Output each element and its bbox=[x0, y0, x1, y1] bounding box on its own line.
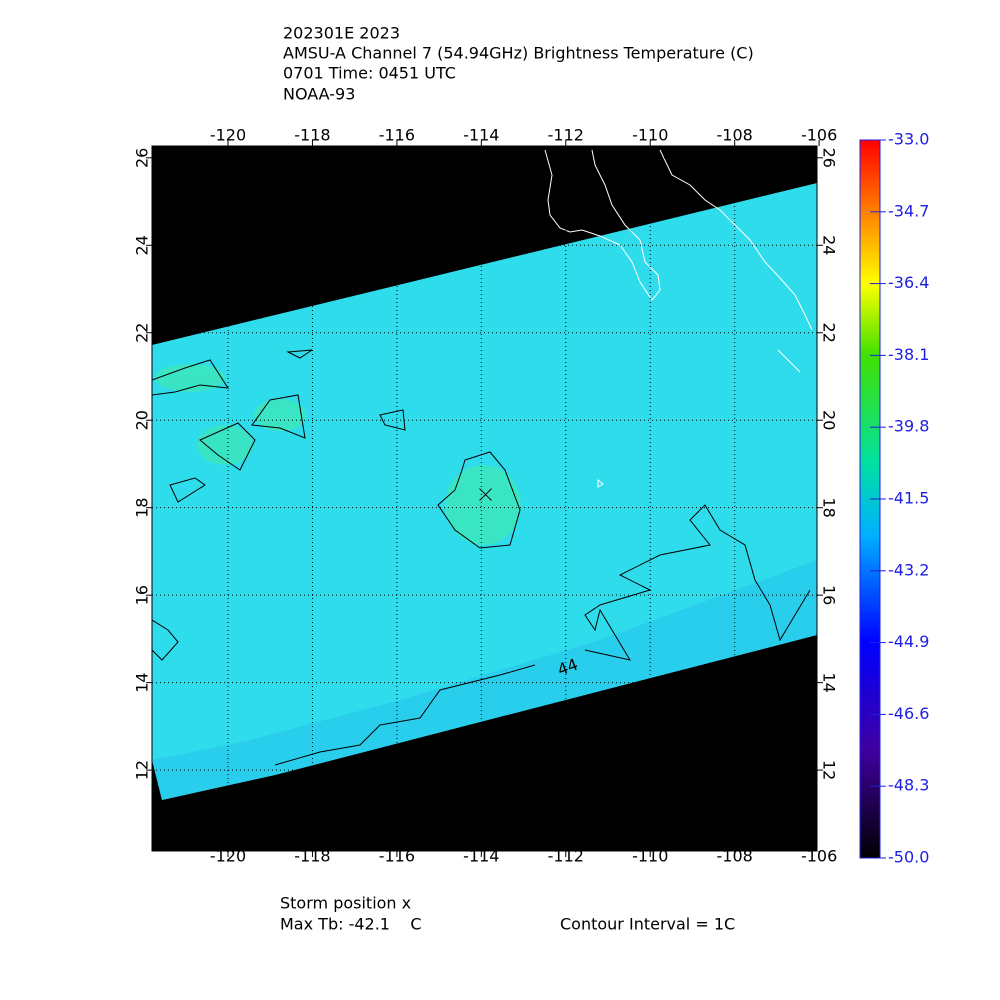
y-tick-label: 26 bbox=[820, 148, 839, 168]
x-tick-label: -118 bbox=[294, 847, 330, 866]
colorbar-label: -43.2 bbox=[888, 560, 929, 579]
header-line: AMSU-A Channel 7 (54.94GHz) Brightness T… bbox=[283, 44, 754, 63]
colorbar-label: -48.3 bbox=[888, 776, 929, 795]
x-tick-label: -120 bbox=[210, 126, 246, 145]
colorbar-label: -39.8 bbox=[888, 417, 929, 436]
x-tick-label: -106 bbox=[801, 847, 837, 866]
map-area: 44 bbox=[152, 146, 817, 851]
y-tick-label: 16 bbox=[820, 585, 839, 605]
contours bbox=[152, 349, 811, 766]
y-tick-label: 22 bbox=[133, 323, 152, 343]
x-tick-label: -118 bbox=[294, 126, 330, 145]
coastline bbox=[544, 149, 813, 488]
warm-patches bbox=[155, 364, 521, 545]
storm-marker bbox=[479, 488, 492, 501]
y-tick-label: 20 bbox=[820, 410, 839, 430]
x-tick-label: -110 bbox=[632, 126, 668, 145]
x-tick-label: -112 bbox=[548, 847, 584, 866]
header-line: 0701 Time: 0451 UTC bbox=[283, 64, 456, 83]
storm-position-note: Storm position x bbox=[280, 894, 411, 913]
colorbar-label: -38.1 bbox=[888, 345, 929, 364]
y-tick-label: 18 bbox=[820, 498, 839, 518]
x-tick-label: -106 bbox=[801, 126, 837, 145]
x-tick-label: -108 bbox=[717, 126, 753, 145]
x-tick-label: -112 bbox=[548, 126, 584, 145]
header-line: NOAA-93 bbox=[283, 85, 355, 104]
y-tick-label: 24 bbox=[820, 235, 839, 255]
colorbar-label: -50.0 bbox=[888, 848, 929, 867]
header-line: 202301E 2023 bbox=[283, 24, 400, 43]
x-tick-label: -116 bbox=[379, 847, 415, 866]
max-tb: Max Tb: -42.1 C bbox=[280, 915, 421, 934]
y-tick-label: 26 bbox=[133, 148, 152, 168]
x-tick-label: -120 bbox=[210, 847, 246, 866]
y-tick-label: 18 bbox=[133, 498, 152, 518]
y-tick-label: 16 bbox=[133, 585, 152, 605]
x-tick-label: -114 bbox=[463, 126, 499, 145]
storm-group bbox=[479, 488, 492, 501]
y-tick-label: 14 bbox=[133, 672, 152, 692]
x-tick-label: -108 bbox=[717, 847, 753, 866]
cold-region bbox=[152, 560, 817, 800]
axes: -120 -120 -118 -118 -116 -116 -114 -114 -112 -112… bbox=[133, 126, 839, 866]
y-tick-label: 12 bbox=[133, 760, 152, 780]
colorbar-label: -36.4 bbox=[888, 273, 929, 292]
colorbar-label: -34.7 bbox=[888, 201, 929, 220]
colorbar-label: -33.0 bbox=[888, 130, 929, 149]
colorbar-ticks: -33.0 -34.7 -36.4 -38.1 -39.8 -41.5 -43.2 -44.9… bbox=[870, 130, 929, 867]
colorbar-label: -44.9 bbox=[888, 632, 929, 651]
colorbar-label: -41.5 bbox=[888, 489, 929, 508]
y-tick-label: 24 bbox=[133, 235, 152, 255]
x-tick-label: -114 bbox=[463, 847, 499, 866]
map-frame bbox=[151, 145, 818, 852]
y-tick-label: 14 bbox=[820, 672, 839, 692]
y-tick-label: 12 bbox=[820, 760, 839, 780]
contour-interval: Contour Interval = 1C bbox=[560, 915, 735, 934]
x-tick-label: -110 bbox=[632, 847, 668, 866]
x-tick-label: -116 bbox=[379, 126, 415, 145]
colorbar-label: -46.6 bbox=[888, 704, 929, 723]
y-tick-label: 20 bbox=[133, 410, 152, 430]
y-tick-label: 22 bbox=[820, 323, 839, 343]
